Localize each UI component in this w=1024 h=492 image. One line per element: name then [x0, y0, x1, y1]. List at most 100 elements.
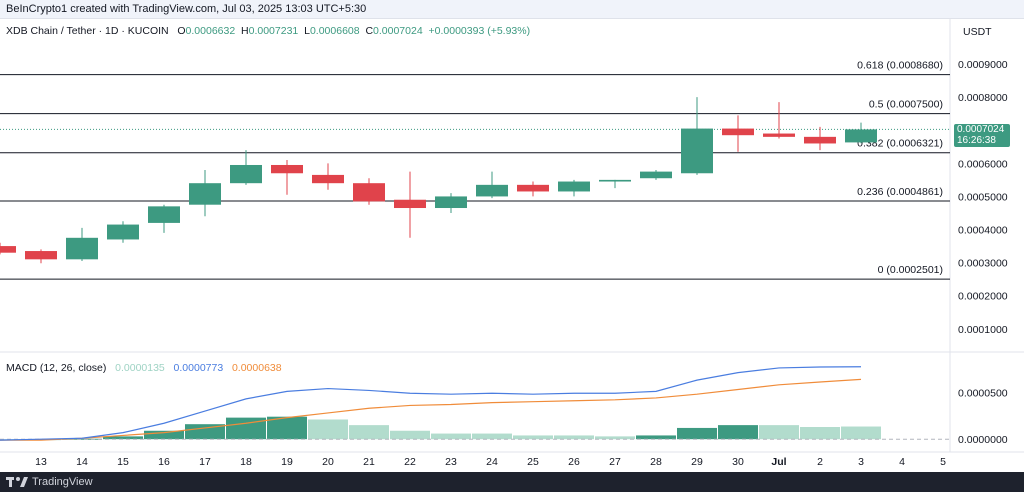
macd-histogram-bar [390, 430, 430, 440]
time-tick-label: 20 [322, 456, 334, 468]
macd-histogram-bar [677, 427, 717, 440]
candle-body [148, 206, 180, 223]
candle-body [599, 179, 631, 182]
macd-histogram-bar [841, 426, 881, 440]
macd-title[interactable]: MACD (12, 26, close) [6, 362, 107, 374]
time-tick-label: 15 [117, 456, 129, 468]
time-tick-label: 3 [858, 456, 864, 468]
tradingview-brand[interactable]: TradingView [32, 476, 93, 488]
time-tick-label: 27 [609, 456, 621, 468]
macd-signal-value: 0.0000638 [231, 362, 282, 374]
price-tick-label: 0.0001000 [958, 324, 1008, 336]
fib-level-label: 0.382 (0.0006321) [857, 138, 943, 150]
macd-legend: MACD (12, 26, close) 0.0000135 0.0000773… [6, 362, 282, 374]
macd-histogram-bar [267, 416, 307, 440]
fib-level-label: 0.236 (0.0004861) [857, 186, 943, 198]
candle-body [435, 196, 467, 209]
macd-histogram-bar [800, 427, 840, 440]
macd-histogram-bar [431, 433, 471, 440]
open-value: 0.0006632 [185, 25, 236, 37]
fib-level-label: 0.5 (0.0007500) [869, 99, 943, 111]
candle-body [394, 199, 426, 209]
candle-body [271, 164, 303, 174]
candle-body [640, 171, 672, 179]
macd-histogram-bar [308, 419, 348, 440]
time-tick-label: 14 [76, 456, 88, 468]
macd-histogram-bar [226, 417, 266, 440]
time-tick-label: 24 [486, 456, 498, 468]
macd-histogram-bar [513, 435, 553, 440]
candle-body [25, 251, 57, 260]
macd-line-value: 0.0000773 [173, 362, 224, 374]
time-tick-label: 28 [650, 456, 662, 468]
time-tick-label: 29 [691, 456, 703, 468]
close-label: C [365, 25, 374, 37]
candle-body [722, 128, 754, 136]
change-value: +0.0000393 (+5.93%) [428, 25, 531, 37]
price-chart[interactable]: 0.00090000.00080000.00070000.00060000.00… [0, 0, 1024, 472]
candle-body [353, 183, 385, 202]
candle-body [230, 164, 262, 184]
macd-histogram-bar [62, 438, 102, 440]
time-tick-label: 5 [940, 456, 946, 468]
candle-body [189, 183, 221, 205]
macd-tick-label: 0.0000000 [958, 434, 1008, 446]
time-tick-label: 26 [568, 456, 580, 468]
candle-body [107, 224, 139, 240]
macd-histogram-bar [595, 436, 635, 440]
last-price-value: 0.0007024 [957, 124, 1005, 135]
candle-body [845, 129, 877, 143]
price-tick-label: 0.0006000 [958, 158, 1008, 170]
price-tick-label: 0.0005000 [958, 191, 1008, 203]
time-tick-label: 4 [899, 456, 905, 468]
time-tick-label: 21 [363, 456, 375, 468]
macd-histogram-bar [636, 435, 676, 440]
symbol-name[interactable]: XDB Chain / Tether · 1D · KUCOIN [6, 25, 169, 37]
macd-histogram-bar [185, 424, 225, 440]
macd-histogram-bar [718, 425, 758, 440]
time-tick-label: 18 [240, 456, 252, 468]
macd-histogram-bar [554, 435, 594, 440]
low-value: 0.0006608 [309, 25, 360, 37]
macd-histogram-bar [472, 433, 512, 440]
macd-tick-label: 0.0000500 [958, 387, 1008, 399]
attribution-text: BeInCrypto1 created with TradingView.com… [6, 3, 367, 15]
tradingview-logo-icon[interactable] [6, 476, 30, 488]
footer-bar: TradingView [0, 472, 1024, 492]
price-tick-label: 0.0003000 [958, 258, 1008, 270]
last-price-tag: 0.0007024 16:26:38 [954, 124, 1010, 147]
macd-signal-line [0, 378, 862, 441]
candle-body [517, 184, 549, 192]
time-tick-label: 23 [445, 456, 457, 468]
candle-body [558, 181, 590, 192]
time-tick-label: 17 [199, 456, 211, 468]
attribution-bar: BeInCrypto1 created with TradingView.com… [0, 0, 1024, 19]
macd-histogram-bar [144, 430, 184, 440]
time-tick-label: 2 [817, 456, 823, 468]
candle-body [312, 174, 344, 184]
candle-body [66, 237, 98, 260]
macd-histogram-bar [349, 425, 389, 440]
symbol-legend: XDB Chain / Tether · 1D · KUCOIN O0.0006… [6, 25, 530, 37]
macd-histogram-bar [759, 425, 799, 440]
candle-body [681, 128, 713, 174]
macd-histogram-bar [103, 436, 143, 440]
price-tick-label: 0.0004000 [958, 225, 1008, 237]
candle-body [476, 184, 508, 197]
time-tick-label: 19 [281, 456, 293, 468]
fib-level-label: 0 (0.0002501) [878, 264, 943, 276]
candle-body [0, 246, 16, 253]
macd-hist-value: 0.0000135 [115, 362, 165, 374]
candle-body [804, 136, 836, 144]
time-tick-label: Jul [771, 456, 786, 468]
candle-body [763, 133, 795, 137]
price-tick-label: 0.0008000 [958, 92, 1008, 104]
time-tick-label: 25 [527, 456, 539, 468]
time-tick-label: 16 [158, 456, 170, 468]
fib-level-label: 0.618 (0.0008680) [857, 60, 943, 72]
price-unit: USDT [963, 26, 992, 38]
high-label: H [241, 25, 249, 37]
low-label: L [304, 25, 310, 37]
price-tick-label: 0.0009000 [958, 59, 1008, 71]
